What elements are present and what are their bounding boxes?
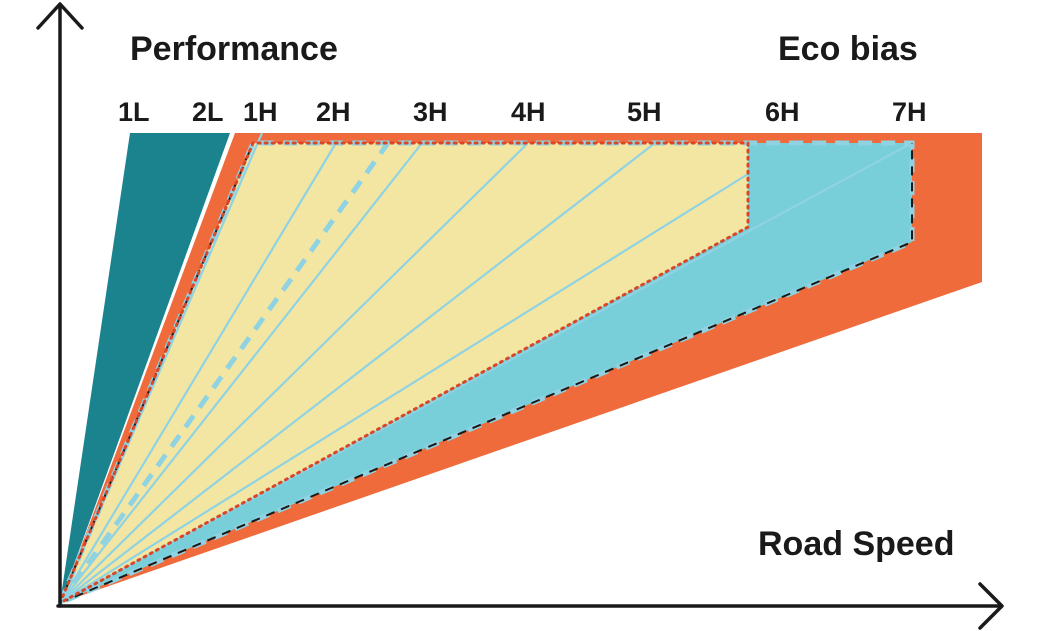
gear-label-3h: 3H [413,97,448,127]
gear-line-6h [59,173,749,604]
low-range-region [60,133,230,603]
gear-line-4h [59,142,529,604]
gear-label-1l: 1L [118,97,150,127]
road-speed-label: Road Speed [758,525,954,563]
x-axis-arrow-icon [978,582,1004,630]
performance-range-region [60,143,748,603]
gear-label-2l: 2L [192,97,224,127]
performance-label: Performance [130,30,338,68]
gear-line-3h [59,142,423,604]
gear-labels: 1L 2L 1H 2H 3H 4H 5H 6H 7H [118,97,927,127]
gear-label-2h: 2H [316,97,351,127]
gear-line-2h [59,142,337,604]
y-axis-arrow-icon [36,2,84,30]
gear-line-5h [59,142,656,604]
gear-label-5h: 5H [627,97,662,127]
eco-bias-label: Eco bias [778,30,918,68]
gear-label-7h: 7H [892,97,927,127]
performance-dotted-border [56,141,750,607]
gear-label-6h: 6H [765,97,800,127]
axes [36,2,1004,630]
gear-label-1h: 1H [243,97,278,127]
gear-label-4h: 4H [511,97,546,127]
